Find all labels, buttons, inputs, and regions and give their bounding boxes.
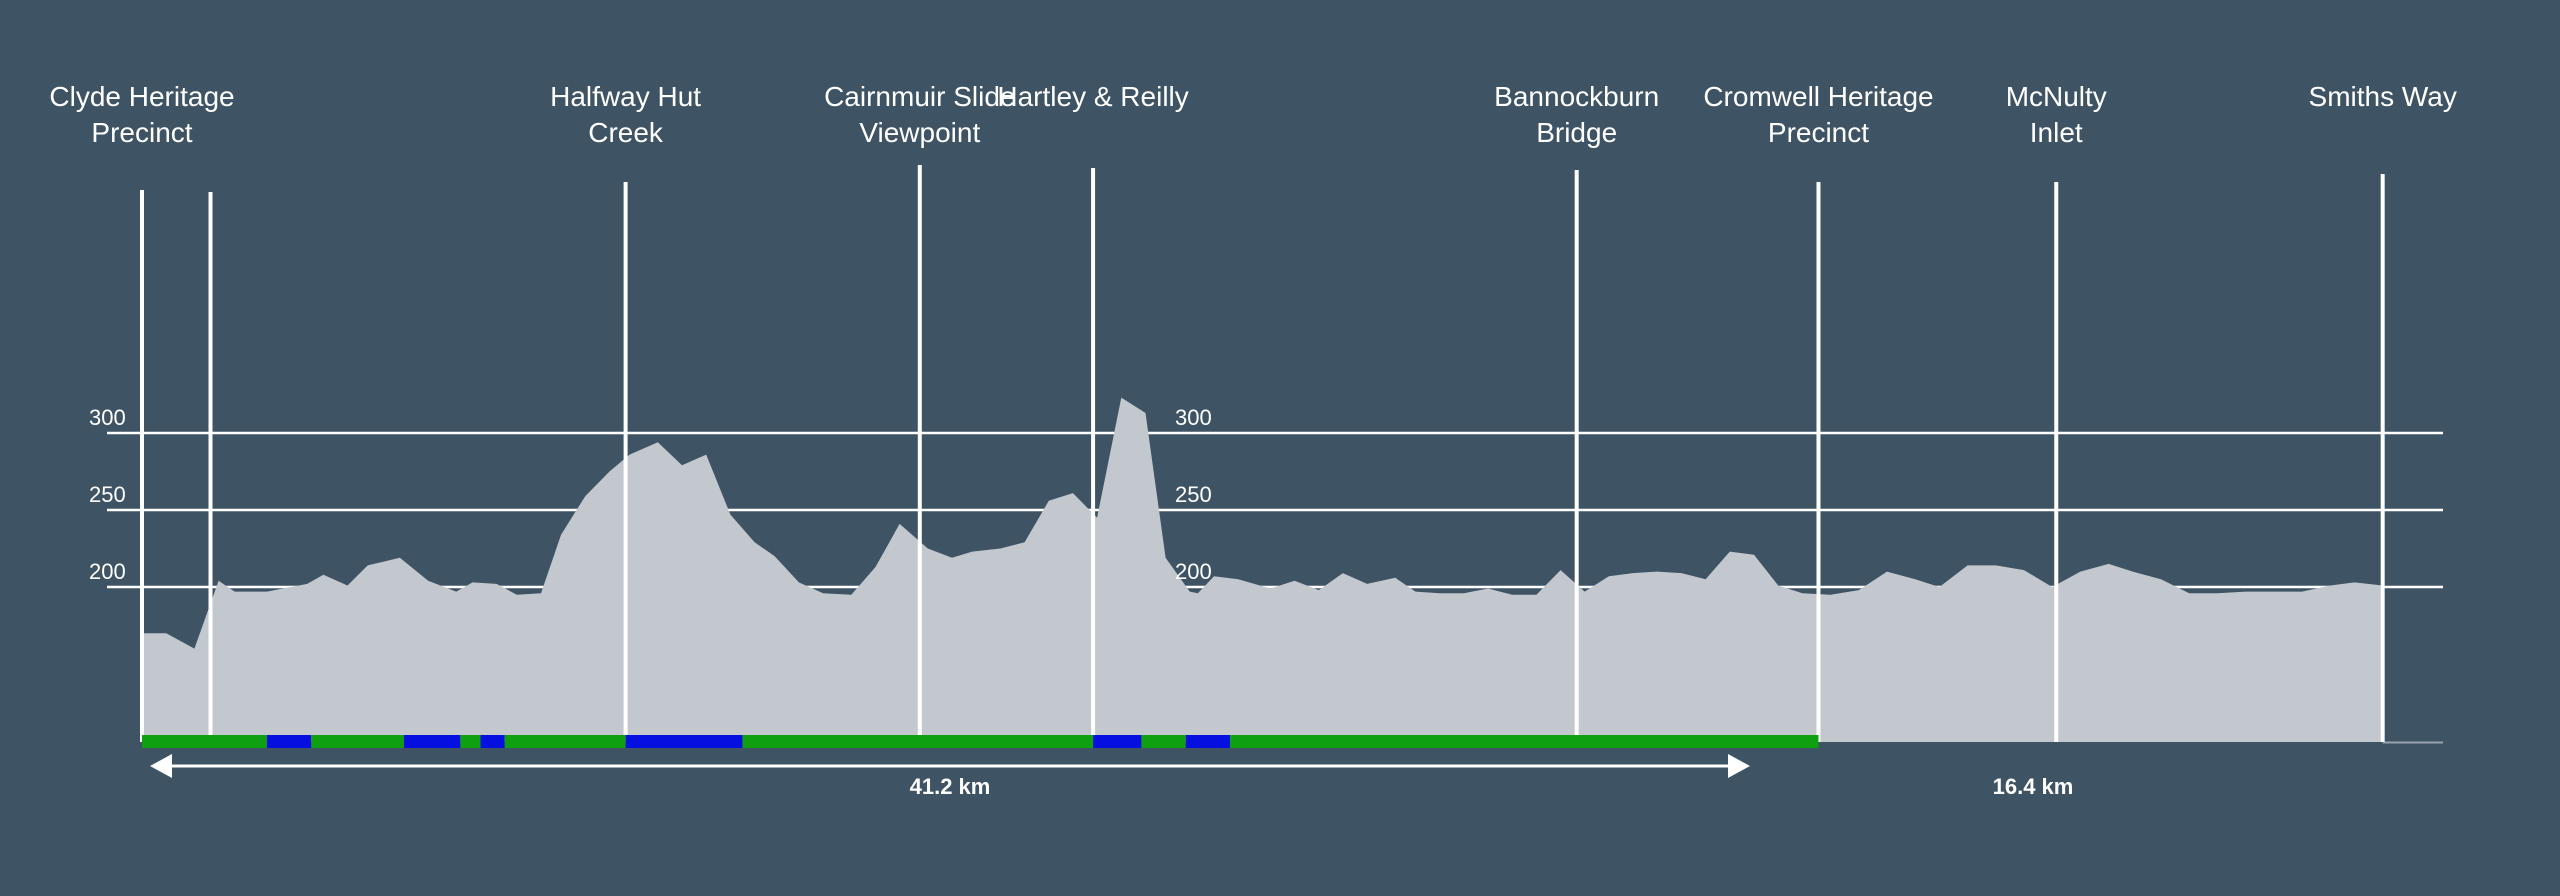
arrow-head-right	[1728, 754, 1750, 778]
surface-segment-green	[742, 735, 1094, 748]
poi-label: Inlet	[2030, 117, 2083, 148]
y-tick-label: 300	[89, 405, 126, 430]
poi-label: Hartley & Reilly	[997, 81, 1188, 112]
distance-label: 41.2 km	[910, 774, 991, 799]
surface-segment-green	[1230, 735, 1819, 748]
poi-label: Viewpoint	[859, 117, 980, 148]
surface-segment-green	[311, 735, 404, 748]
y-tick-label: 250	[89, 482, 126, 507]
elevation-area	[140, 190, 2443, 744]
distance-label: 16.4 km	[1993, 774, 2074, 799]
poi-label: Cromwell Heritage	[1703, 81, 1933, 112]
surface-segment-green	[142, 735, 267, 748]
poi-label: Clyde Heritage	[49, 81, 234, 112]
surface-segment-blue	[1185, 735, 1231, 748]
surface-segment-green	[504, 735, 626, 748]
elevation-area-path	[142, 397, 2383, 742]
poi-label: Bannockburn	[1494, 81, 1659, 112]
surface-bar	[142, 735, 1819, 748]
surface-segment-blue	[266, 735, 312, 748]
distance-markers: 41.2 km 16.4 km	[150, 754, 2073, 799]
y-tick-labels: 200 250 300 200 250 300	[89, 405, 1212, 584]
poi-label: Smiths Way	[2309, 81, 2457, 112]
y-tick-label: 300	[1175, 405, 1212, 430]
poi-label: Bridge	[1536, 117, 1617, 148]
y-tick-label: 200	[1175, 559, 1212, 584]
surface-segment-blue	[403, 735, 461, 748]
poi-label: Precinct	[1768, 117, 1869, 148]
poi-label: Precinct	[91, 117, 192, 148]
poi-label: Cairnmuir Slide	[824, 81, 1015, 112]
surface-segment-blue	[625, 735, 743, 748]
surface-segment-blue	[1093, 735, 1142, 748]
poi-label: McNulty	[2006, 81, 2107, 112]
y-tick-label: 200	[89, 559, 126, 584]
poi-label: Halfway Hut	[550, 81, 701, 112]
arrow-head-left	[150, 754, 172, 778]
surface-segment-blue	[480, 735, 505, 748]
poi-markers: Clyde Heritage Precinct Halfway Hut Creek Ca…	[49, 81, 2457, 742]
y-tick-label: 250	[1175, 482, 1212, 507]
poi-label: Creek	[588, 117, 664, 148]
surface-segment-green	[460, 735, 481, 748]
surface-segment-green	[1141, 735, 1186, 748]
